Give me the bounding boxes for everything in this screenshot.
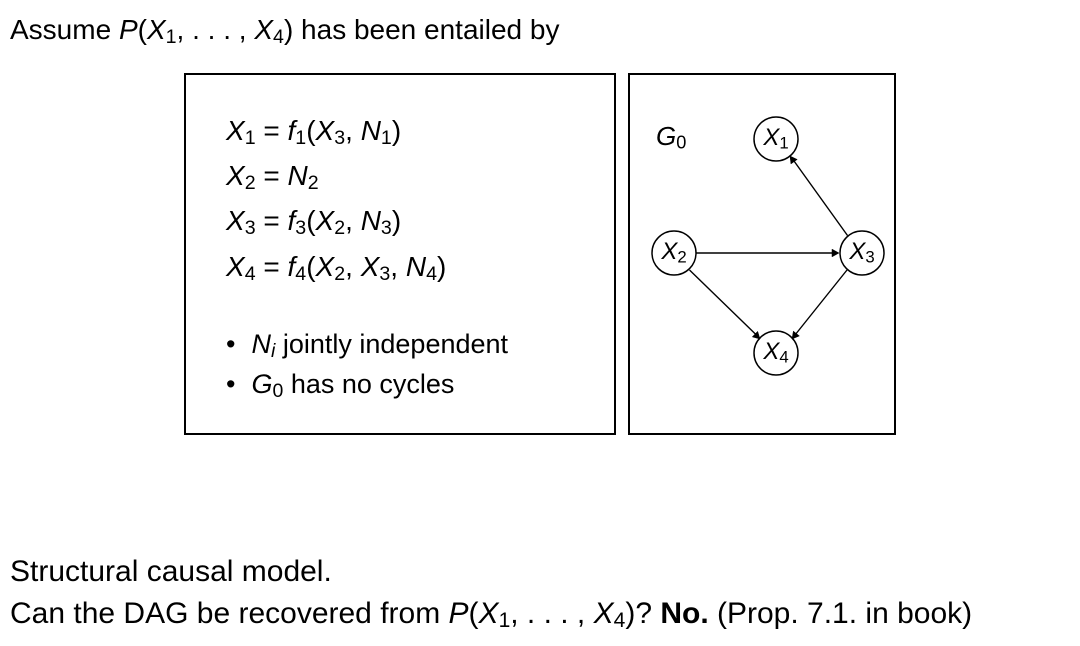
eq3-lhsS: 3: [245, 217, 256, 239]
eq3-o: (: [306, 205, 315, 236]
dag-edge-X3-X4: [793, 270, 847, 338]
eq4-a1V: X: [316, 251, 335, 282]
b2-tail: (Prop. 7.1. in book): [709, 597, 972, 630]
bullet1-rest: jointly independent: [275, 329, 508, 359]
eq3-a2S: 3: [381, 217, 392, 239]
b2-c: ): [625, 597, 635, 630]
bullet1-dot: •: [226, 329, 244, 360]
eq3-a1S: 2: [334, 217, 345, 239]
top-X1: X: [147, 14, 166, 45]
eq1-c1: ,: [345, 115, 361, 146]
eq-1: X1 = f1(X3, N1): [226, 109, 594, 153]
eq1-eq: =: [256, 115, 288, 146]
eq1-o: (: [306, 115, 315, 146]
eq4-c1: ,: [345, 251, 361, 282]
eq2-lhsV: X: [226, 160, 245, 191]
eq2-lhsS: 2: [245, 172, 256, 194]
eq1-cl: ): [392, 115, 401, 146]
b2-o: (: [469, 597, 479, 630]
eq1-a2S: 1: [381, 127, 392, 149]
eq-3: X3 = f3(X2, N3): [226, 199, 594, 243]
top-X4: X: [254, 14, 273, 45]
dag-edge-X2-X4: [690, 270, 760, 338]
eq4-o: (: [306, 251, 315, 282]
b2-s4: 4: [614, 610, 626, 633]
top-t1: Assume: [10, 14, 119, 45]
eq4-a2V: X: [361, 251, 380, 282]
eq3-c1: ,: [345, 205, 361, 236]
bottom-line2: Can the DAG be recovered from P(X1, . . …: [10, 593, 1070, 636]
eq1-lhsS: 1: [245, 127, 256, 149]
eq2-rV: N: [288, 160, 308, 191]
eq3-eq: =: [256, 205, 288, 236]
eq2-eq: =: [256, 160, 288, 191]
dag-panel: G0 X1X2X3X4: [628, 73, 896, 435]
top-line: Assume P(X1, . . . , X4) has been entail…: [10, 14, 1070, 49]
eq-4: X4 = f4(X2, X3, N4): [226, 245, 594, 289]
b2-s1: 1: [499, 610, 511, 633]
eq4-a1S: 2: [334, 263, 345, 285]
b2-no: No.: [660, 597, 708, 630]
dag-arrowhead-X3-X1: [790, 156, 797, 164]
bullet-list: • Ni jointly independent • G0 has no cyc…: [226, 329, 594, 403]
eq4-fS: 4: [295, 263, 306, 285]
eq1-a1V: X: [316, 115, 335, 146]
dag-node-label-X2: X2: [655, 238, 693, 267]
eq1-fS: 1: [295, 127, 306, 149]
eq4-a2S: 3: [379, 263, 390, 285]
dag-arrowhead-X2-X3: [832, 249, 839, 257]
eq4-a3S: 4: [426, 263, 437, 285]
eq3-a1V: X: [316, 205, 335, 236]
eq4-lhsS: 4: [245, 263, 256, 285]
equations-list: X1 = f1(X3, N1) X2 = N2 X3 = f3(X2, N3) …: [226, 109, 594, 289]
dag-edge-X3-X1: [792, 157, 848, 235]
eq4-a3V: N: [406, 251, 426, 282]
eq1-a1S: 3: [334, 127, 345, 149]
eq4-eq: =: [256, 251, 288, 282]
eq2-rS: 2: [308, 172, 319, 194]
eq1-lhsV: X: [226, 115, 245, 146]
bullet-1: • Ni jointly independent: [226, 329, 594, 363]
top-sep: , . . . ,: [177, 14, 255, 45]
bullet2-pre: [244, 369, 252, 399]
top-sub1: 1: [166, 26, 177, 48]
bullet1-V: N: [252, 329, 272, 359]
eq3-lhsV: X: [226, 205, 245, 236]
b2-m: , . . . ,: [510, 597, 593, 630]
b2-V4: X: [594, 597, 614, 630]
bullet2-sub: 0: [273, 380, 284, 402]
eq1-a2V: N: [361, 115, 381, 146]
bullet1-pre: [244, 329, 252, 359]
b2-a: Can the DAG be recovered from: [10, 597, 449, 630]
bullet2-rest: has no cycles: [283, 369, 454, 399]
eq4-cl: ): [437, 251, 446, 282]
top-sub4: 4: [273, 26, 284, 48]
dag-node-label-X4: X4: [757, 338, 795, 367]
bullet2-V: G: [252, 369, 273, 399]
top-t2: has been entailed by: [293, 14, 559, 45]
eq3-fS: 3: [295, 217, 306, 239]
top-paren1: (: [138, 14, 147, 45]
dag-node-label-X3: X3: [843, 238, 881, 267]
bullet2-dot: •: [226, 369, 244, 400]
slide: Assume P(X1, . . . , X4) has been entail…: [0, 0, 1080, 646]
panels-row: X1 = f1(X3, N1) X2 = N2 X3 = f3(X2, N3) …: [10, 73, 1070, 435]
bottom-block: Structural causal model. Can the DAG be …: [10, 551, 1070, 636]
eq3-cl: ): [392, 205, 401, 236]
top-paren2: ): [284, 14, 293, 45]
b2-V1: X: [479, 597, 499, 630]
eq-2: X2 = N2: [226, 154, 594, 198]
eq4-lhsV: X: [226, 251, 245, 282]
eq3-a2V: N: [361, 205, 381, 236]
bottom-line1: Structural causal model.: [10, 551, 1070, 593]
eq4-c2: ,: [390, 251, 406, 282]
top-P: P: [119, 14, 138, 45]
bullet-2: • G0 has no cycles: [226, 369, 594, 403]
b2-P: P: [449, 597, 469, 630]
equations-panel: X1 = f1(X3, N1) X2 = N2 X3 = f3(X2, N3) …: [184, 73, 616, 435]
dag-node-label-X1: X1: [757, 124, 795, 153]
b2-q: ?: [635, 597, 660, 630]
